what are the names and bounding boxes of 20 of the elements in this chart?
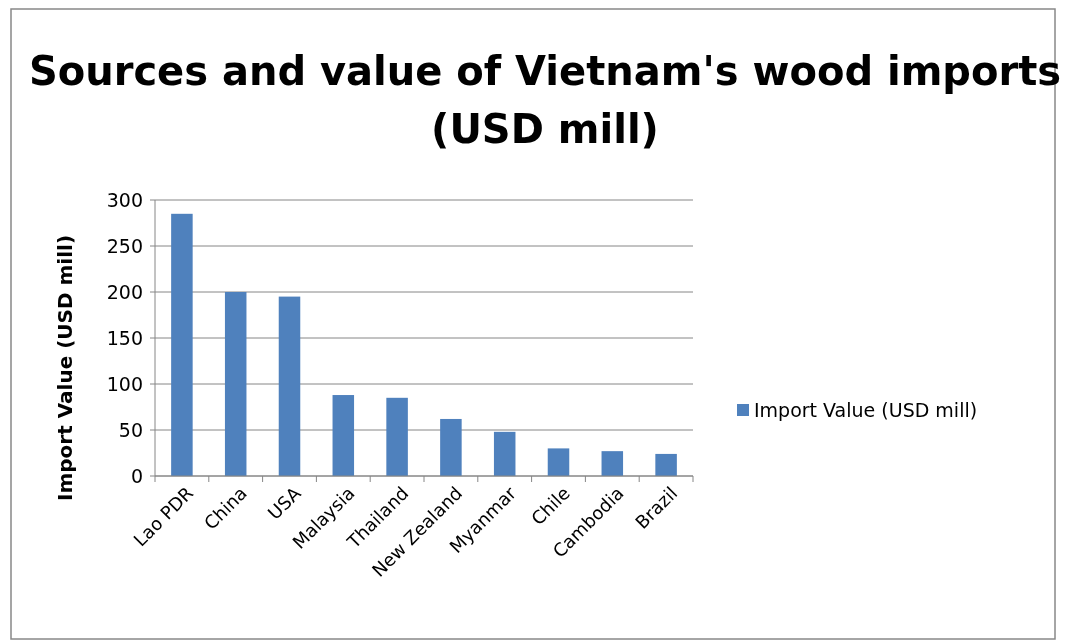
y-tick-label: 100 [106, 372, 143, 395]
bar [655, 453, 677, 476]
bar [278, 296, 301, 476]
y-axis-title: Import Value (USD mill) [53, 234, 77, 502]
bar [493, 431, 516, 476]
y-tick-label: 50 [118, 418, 143, 441]
bar [171, 213, 193, 476]
bar [547, 448, 570, 476]
y-tick-label: 150 [106, 326, 143, 349]
bar [332, 395, 355, 476]
chart-title: Sources and value of Vietnam's wood imports (USD mill) [28, 48, 1062, 152]
bar [601, 451, 624, 476]
y-tick-label: 0 [130, 464, 143, 487]
bar [386, 397, 408, 476]
y-tick-label: 250 [106, 234, 143, 257]
y-tick-label: 200 [106, 280, 143, 303]
bar [224, 292, 247, 476]
y-tick-label: 300 [106, 188, 143, 211]
bar [440, 418, 462, 476]
legend-label: Import Value (USD mill) [754, 398, 978, 421]
